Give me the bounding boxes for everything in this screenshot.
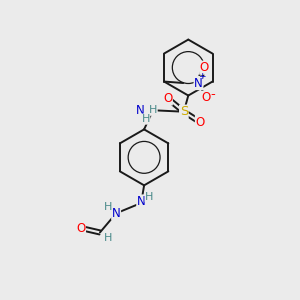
Text: H: H	[145, 191, 154, 202]
Text: O: O	[201, 91, 211, 104]
Text: H: H	[104, 233, 112, 243]
Text: N: N	[112, 207, 121, 220]
Text: S: S	[180, 105, 188, 118]
Text: H: H	[149, 105, 157, 115]
Text: H: H	[104, 202, 112, 212]
Text: O: O	[200, 61, 209, 74]
Text: N: N	[194, 76, 203, 89]
Text: N: N	[137, 195, 146, 208]
Text: H: H	[141, 114, 150, 124]
Text: O: O	[163, 92, 172, 105]
Text: -: -	[210, 88, 215, 101]
Text: O: O	[195, 116, 205, 128]
Text: +: +	[198, 72, 206, 81]
Text: O: O	[76, 221, 86, 235]
Text: N: N	[136, 104, 145, 117]
